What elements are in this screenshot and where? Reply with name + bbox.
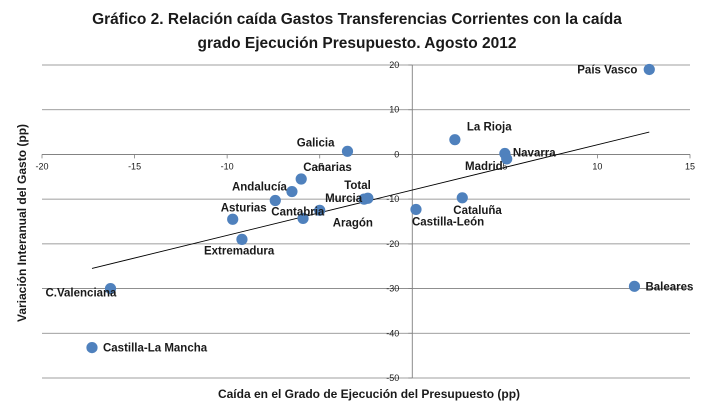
data-point: [227, 213, 239, 225]
data-point: [314, 204, 326, 216]
x-tick-label: 15: [685, 161, 695, 171]
x-axis-title: Caída en el Grado de Ejecución del Presu…: [218, 387, 520, 401]
data-point: [341, 145, 354, 157]
y-tick-label: -20: [386, 239, 399, 249]
data-point: [236, 233, 248, 245]
point-label: Cataluña: [453, 205, 502, 217]
chart-title-line-2: grado Ejecución Presupuesto. Agosto 2012: [198, 35, 517, 52]
tick-labels: -50 -40 -30 -20 -10 0 10 20 -20 -15 -10 -5 5 10 15: [35, 60, 695, 383]
x-tick-label: -15: [128, 161, 141, 171]
point-label: Castilla-La Mancha: [103, 343, 208, 355]
data-point: [269, 194, 281, 207]
axes: [41, 64, 691, 379]
point-label: País Vasco: [577, 64, 637, 76]
y-tick-label: 0: [394, 149, 399, 159]
x-tick-label: -5: [316, 161, 324, 171]
data-point: [643, 63, 655, 76]
x-tick-label: -20: [35, 161, 48, 171]
data-point: [410, 203, 422, 216]
x-tick-label: 10: [592, 161, 602, 171]
x-tick-label: 5: [502, 161, 507, 171]
point-label: Madrid: [465, 161, 503, 173]
point-label: Cantabria: [271, 206, 325, 218]
y-tick-label: -50: [386, 373, 399, 383]
data-point: [286, 185, 298, 198]
point-label: Murcia: [325, 193, 363, 205]
x-tick-label: -10: [221, 161, 234, 171]
y-tick-label: -10: [386, 194, 399, 204]
point-label: Total: [344, 180, 371, 192]
y-tick-label: -30: [386, 284, 399, 294]
point-label: Castilla-León: [412, 216, 484, 228]
data-point: [104, 282, 117, 295]
data-point: [456, 192, 468, 204]
y-tick-label: 10: [389, 105, 399, 115]
point-label: Andalucía: [232, 182, 288, 194]
point-label: La Rioja: [467, 122, 512, 134]
point-label: Navarra: [513, 148, 556, 160]
chart-title: Gráfico 2. Relación caída Gastos Transfe…: [92, 11, 622, 52]
point-labels: País Vasco La Rioja Galicia Navarra Madrid Ca…: [46, 64, 694, 354]
point-label: Aragón: [333, 217, 373, 229]
data-point: [295, 173, 307, 185]
data-point: [358, 193, 370, 205]
point-label: Galicia: [297, 137, 335, 149]
point-label: C.Valenciana: [46, 288, 118, 300]
y-tick-label: -40: [386, 328, 399, 338]
point-label: Extremadura: [204, 245, 275, 257]
point-label: Baleares: [645, 281, 693, 293]
y-axis-title: Variación Interanual del Gasto (pp): [15, 124, 29, 322]
point-label: Asturias: [221, 202, 267, 214]
data-point: [628, 280, 641, 292]
data-point: [86, 341, 98, 354]
data-point: [501, 153, 513, 165]
point-label: Canarias: [303, 162, 352, 174]
chart-title-line-1: Gráfico 2. Relación caída Gastos Transfe…: [92, 11, 622, 28]
y-tick-label: 20: [389, 60, 399, 70]
data-point: [449, 134, 461, 146]
data-points: [86, 63, 655, 354]
data-point: [297, 212, 309, 224]
